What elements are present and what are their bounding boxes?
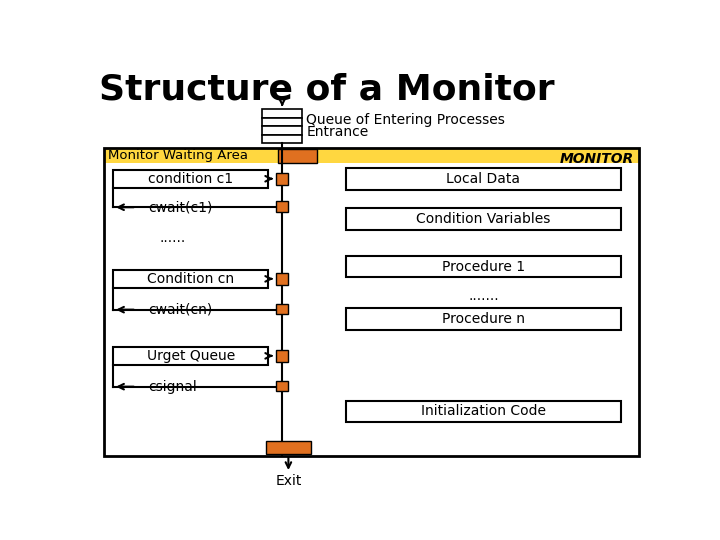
Bar bbox=[262, 126, 302, 135]
Bar bbox=[104, 148, 639, 456]
Bar bbox=[104, 148, 639, 164]
Text: csignal: csignal bbox=[148, 380, 197, 394]
Bar bbox=[276, 201, 289, 212]
Bar bbox=[346, 401, 621, 422]
Text: Queue of Entering Processes: Queue of Entering Processes bbox=[306, 113, 505, 127]
Bar bbox=[346, 168, 621, 190]
Bar bbox=[276, 350, 289, 362]
Bar bbox=[346, 208, 621, 230]
Text: condition c1: condition c1 bbox=[148, 172, 233, 186]
Text: cwait(cn): cwait(cn) bbox=[148, 302, 212, 316]
Text: Procedure n: Procedure n bbox=[442, 312, 525, 326]
Text: .......: ....... bbox=[468, 289, 499, 303]
Text: Monitor Waiting Area: Monitor Waiting Area bbox=[108, 149, 248, 162]
Bar bbox=[346, 256, 621, 278]
Bar bbox=[276, 381, 289, 392]
Text: Condition cn: Condition cn bbox=[147, 272, 234, 286]
Bar bbox=[262, 110, 302, 118]
Text: Exit: Exit bbox=[275, 475, 302, 489]
Bar bbox=[262, 135, 302, 143]
Bar bbox=[276, 273, 289, 285]
Text: Condition Variables: Condition Variables bbox=[416, 212, 551, 226]
Bar bbox=[262, 118, 302, 126]
Text: Structure of a Monitor: Structure of a Monitor bbox=[99, 72, 555, 106]
Bar bbox=[113, 347, 269, 365]
Text: Urget Queue: Urget Queue bbox=[147, 349, 235, 363]
Bar bbox=[276, 173, 289, 185]
Text: Entrance: Entrance bbox=[306, 125, 369, 139]
Bar bbox=[276, 303, 289, 314]
Bar bbox=[113, 269, 269, 288]
Bar bbox=[266, 441, 311, 455]
Text: MONITOR: MONITOR bbox=[560, 152, 634, 166]
Text: Local Data: Local Data bbox=[446, 172, 521, 186]
Text: cwait(c1): cwait(c1) bbox=[148, 200, 212, 214]
Text: Initialization Code: Initialization Code bbox=[420, 404, 546, 418]
Text: Procedure 1: Procedure 1 bbox=[442, 260, 525, 274]
Bar bbox=[113, 170, 269, 188]
Bar bbox=[346, 308, 621, 330]
Text: ......: ...... bbox=[160, 231, 186, 245]
Bar bbox=[279, 148, 317, 163]
